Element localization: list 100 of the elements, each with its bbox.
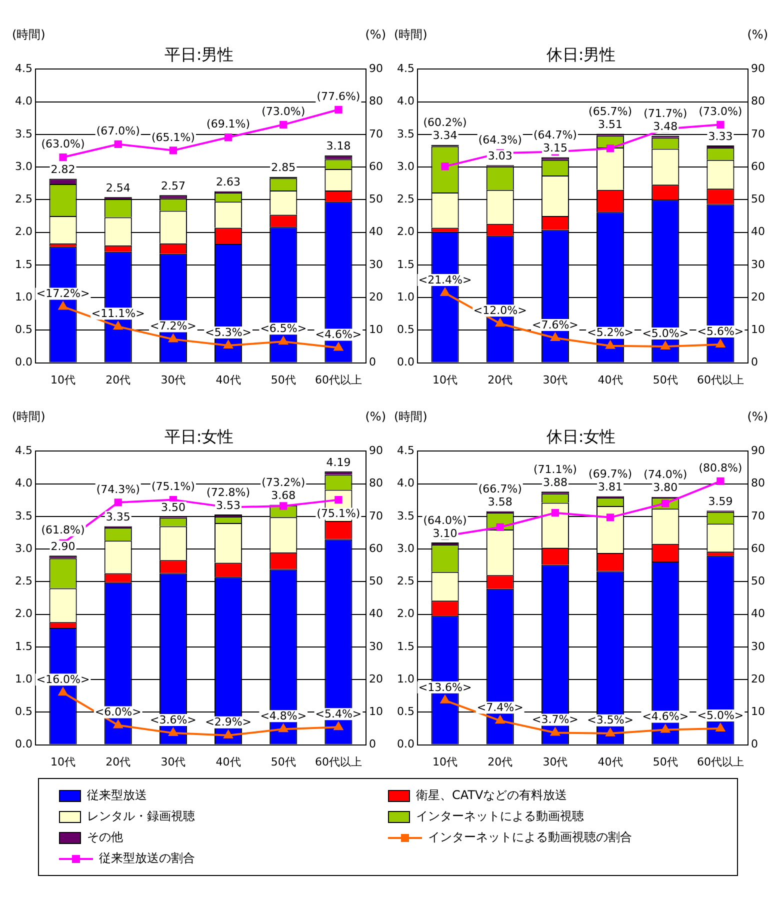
x-tick-label: 10代 <box>432 755 458 768</box>
legend-label: レンタル・録画視聴 <box>87 808 195 825</box>
data-label: <5.2%> <box>587 326 634 340</box>
y-axis-title: (時間) <box>12 409 46 424</box>
y-tick-label: 2.0 <box>14 607 32 620</box>
y2-tick-label: 40 <box>751 607 766 620</box>
total-label: 3.88 <box>542 476 568 490</box>
data-label: (75.1%) <box>151 480 195 494</box>
y2-tick-label: 10 <box>369 705 384 718</box>
y-axis-title: (時間) <box>394 27 428 42</box>
x-tick-label: 30代 <box>160 373 186 386</box>
y-tick-label: 0.5 <box>396 705 414 718</box>
data-label: (67.0%) <box>96 124 140 138</box>
data-label: <6.0%> <box>94 706 142 719</box>
y2-tick-label: 20 <box>369 672 384 686</box>
total-label: 2.63 <box>216 176 241 189</box>
x-tick-label: 30代 <box>160 755 186 768</box>
total-label: 3.51 <box>598 118 623 132</box>
chart-title: 休日:男性 <box>546 44 616 64</box>
y2-tick-label: 0 <box>751 356 758 369</box>
y-tick-label: 0.5 <box>14 705 32 718</box>
y2-tick-label: 80 <box>369 94 384 108</box>
x-tick-label: 40代 <box>216 373 241 386</box>
total-label: 3.81 <box>598 480 623 494</box>
data-label: (61.8%) <box>41 524 85 537</box>
data-label: (73.2%) <box>262 476 306 490</box>
y-tick-label: 1.5 <box>14 258 32 271</box>
y-tick-label: 0.0 <box>396 738 414 751</box>
total-label: 4.19 <box>326 456 351 469</box>
x-tick-label: 50代 <box>270 373 296 386</box>
legend-label: 従来型放送 <box>87 787 147 804</box>
y2-tick-label: 90 <box>751 62 766 76</box>
data-label: (69.1%) <box>206 118 250 131</box>
y-tick-label: 3.5 <box>14 509 32 522</box>
x-tick-label: 60代以上 <box>696 373 744 386</box>
y2-tick-label: 10 <box>751 705 766 718</box>
data-label: <5.3%> <box>205 326 252 339</box>
data-label: (64.3%) <box>478 133 522 146</box>
data-label: <2.9%> <box>205 716 252 729</box>
data-label: (74.3%) <box>96 482 140 496</box>
y2-tick-label: 30 <box>751 640 766 653</box>
data-label: (64.7%) <box>533 128 577 142</box>
y2-tick-label: 90 <box>369 444 384 458</box>
y-tick-label: 1.0 <box>396 672 414 686</box>
x-tick-label: 60代以上 <box>314 373 362 386</box>
data-label: <21.4%> <box>418 273 472 286</box>
total-label: 3.34 <box>432 129 458 142</box>
y2-tick-label: 40 <box>369 225 384 238</box>
y-tick-label: 3.0 <box>14 160 32 173</box>
data-label: (75.1%) <box>316 507 360 520</box>
data-label: (71.7%) <box>644 107 688 120</box>
y2-axis-title: (%) <box>747 27 768 42</box>
y-tick-label: 2.5 <box>396 574 414 588</box>
y2-tick-label: 40 <box>751 225 766 238</box>
y2-tick-label: 90 <box>751 444 766 458</box>
total-label: 2.85 <box>271 161 296 174</box>
y2-tick-label: 50 <box>751 192 766 206</box>
y2-axis-title: (%) <box>365 409 386 424</box>
data-label: <4.6%> <box>642 710 689 724</box>
x-tick-label: 20代 <box>106 373 131 386</box>
data-label: <4.6%> <box>315 328 362 342</box>
y-tick-label: 3.5 <box>396 127 414 140</box>
total-label: 3.80 <box>653 481 678 494</box>
total-label: 3.58 <box>488 496 512 509</box>
x-tick-label: 20代 <box>488 755 513 768</box>
y-tick-label: 3.0 <box>396 542 414 555</box>
y-tick-label: 2.0 <box>14 225 32 238</box>
y-tick-label: 2.0 <box>396 225 414 238</box>
data-label: <6.5%> <box>260 322 307 335</box>
data-label: <5.0%> <box>642 326 689 340</box>
y-tick-label: 4.0 <box>396 476 414 490</box>
x-tick-label: 20代 <box>106 755 131 768</box>
total-label: 3.50 <box>160 500 186 514</box>
y-tick-label: 4.5 <box>14 444 32 458</box>
data-label: <16.0%> <box>36 672 90 686</box>
data-label: (73.0%) <box>698 105 742 118</box>
y-tick-label: 4.0 <box>14 94 32 108</box>
y-tick-label: 3.5 <box>14 127 32 140</box>
data-label: (63.0%) <box>41 138 85 151</box>
y2-tick-label: 20 <box>369 290 384 304</box>
x-tick-label: 40代 <box>598 373 623 386</box>
data-label: <7.6%> <box>532 318 578 332</box>
legend-label: インターネットによる動画視聴の割合 <box>428 829 632 846</box>
chart-title: 休日:女性 <box>546 426 616 446</box>
x-tick-label: 10代 <box>50 755 76 768</box>
y-tick-label: 0.0 <box>396 356 414 369</box>
y2-tick-label: 0 <box>751 738 758 751</box>
y-tick-label: 3.5 <box>396 509 414 522</box>
y-tick-label: 1.0 <box>14 672 32 686</box>
y-tick-label: 0.5 <box>396 323 414 336</box>
y-tick-label: 1.5 <box>396 640 414 653</box>
x-tick-label: 60代以上 <box>696 755 744 768</box>
y2-tick-label: 10 <box>751 323 766 336</box>
y-tick-label: 1.5 <box>14 640 32 653</box>
y-tick-label: 0.0 <box>14 738 32 751</box>
y2-tick-label: 70 <box>369 127 384 140</box>
data-label: (73.0%) <box>262 105 306 118</box>
y2-tick-label: 60 <box>369 542 384 555</box>
data-label: <4.8%> <box>260 710 307 722</box>
y2-tick-label: 80 <box>751 94 766 108</box>
